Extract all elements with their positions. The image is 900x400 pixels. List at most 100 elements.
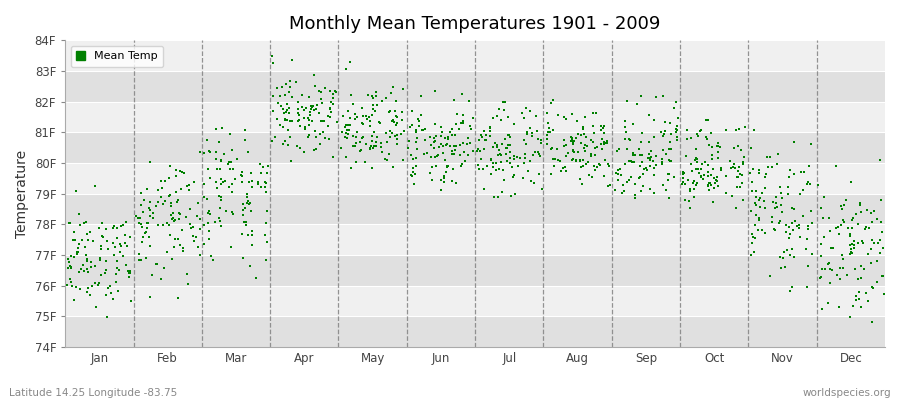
- Point: [502, 149, 517, 155]
- Point: [302, 108, 317, 115]
- Point: [296, 107, 310, 114]
- Point: [486, 160, 500, 166]
- Point: [845, 241, 859, 247]
- Point: [346, 101, 360, 108]
- Point: [379, 95, 393, 101]
- Point: [594, 126, 608, 133]
- Point: [786, 227, 800, 234]
- Point: [389, 122, 403, 128]
- Point: [258, 184, 273, 190]
- Point: [244, 170, 258, 176]
- Point: [860, 207, 874, 213]
- Point: [159, 249, 174, 255]
- Point: [611, 177, 625, 183]
- Point: [846, 303, 860, 310]
- Point: [749, 194, 763, 200]
- Point: [222, 184, 237, 190]
- Point: [583, 152, 598, 159]
- Point: [177, 170, 192, 176]
- Point: [789, 223, 804, 229]
- Point: [243, 263, 257, 269]
- Point: [512, 155, 526, 162]
- Point: [323, 106, 338, 112]
- Point: [132, 257, 147, 263]
- Point: [85, 282, 99, 289]
- Point: [749, 188, 763, 195]
- Point: [396, 86, 410, 93]
- Point: [689, 181, 704, 188]
- Point: [73, 285, 87, 292]
- Point: [193, 252, 207, 258]
- Point: [219, 208, 233, 214]
- Point: [401, 138, 416, 144]
- Point: [450, 111, 464, 118]
- Point: [240, 198, 255, 204]
- Point: [799, 236, 814, 242]
- Point: [574, 140, 589, 146]
- Point: [413, 112, 428, 118]
- Point: [77, 244, 92, 250]
- Point: [235, 173, 249, 180]
- Point: [353, 139, 367, 146]
- Point: [766, 198, 780, 205]
- Point: [454, 162, 469, 169]
- Point: [363, 118, 377, 125]
- Point: [566, 147, 580, 153]
- Point: [135, 239, 149, 246]
- Point: [627, 195, 642, 202]
- Point: [270, 84, 284, 91]
- Point: [702, 142, 716, 148]
- Point: [447, 151, 462, 158]
- Point: [121, 268, 135, 274]
- Point: [683, 186, 698, 192]
- Point: [695, 161, 709, 167]
- Point: [497, 107, 511, 113]
- Point: [314, 118, 328, 124]
- Point: [284, 94, 299, 100]
- Point: [154, 194, 168, 200]
- Point: [663, 138, 678, 145]
- Point: [597, 172, 611, 179]
- Point: [440, 141, 454, 147]
- Point: [276, 105, 291, 112]
- Point: [824, 245, 839, 251]
- Point: [107, 223, 122, 229]
- Point: [690, 156, 705, 162]
- Bar: [65, 40, 885, 71]
- Point: [670, 127, 684, 134]
- Point: [175, 186, 189, 192]
- Point: [278, 109, 293, 116]
- Point: [277, 92, 292, 99]
- Point: [289, 78, 303, 85]
- Point: [529, 113, 544, 120]
- Point: [779, 222, 794, 228]
- Point: [875, 228, 889, 235]
- Point: [382, 128, 397, 134]
- Point: [845, 224, 859, 231]
- Point: [384, 130, 399, 136]
- Point: [462, 98, 476, 104]
- Point: [308, 82, 322, 89]
- Point: [532, 151, 546, 157]
- Point: [260, 170, 274, 176]
- Point: [670, 123, 685, 130]
- Point: [449, 180, 464, 186]
- Point: [281, 126, 295, 133]
- Point: [730, 183, 744, 190]
- Point: [731, 174, 745, 180]
- Point: [813, 274, 827, 281]
- Point: [601, 163, 616, 169]
- Point: [67, 229, 81, 235]
- Point: [167, 236, 182, 242]
- Point: [579, 142, 593, 148]
- Point: [438, 168, 453, 175]
- Point: [746, 233, 760, 240]
- Point: [518, 155, 532, 161]
- Point: [258, 232, 273, 238]
- Point: [687, 194, 701, 200]
- Point: [832, 276, 847, 283]
- Point: [291, 99, 305, 105]
- Point: [372, 119, 386, 126]
- Point: [203, 253, 218, 260]
- Point: [478, 132, 492, 138]
